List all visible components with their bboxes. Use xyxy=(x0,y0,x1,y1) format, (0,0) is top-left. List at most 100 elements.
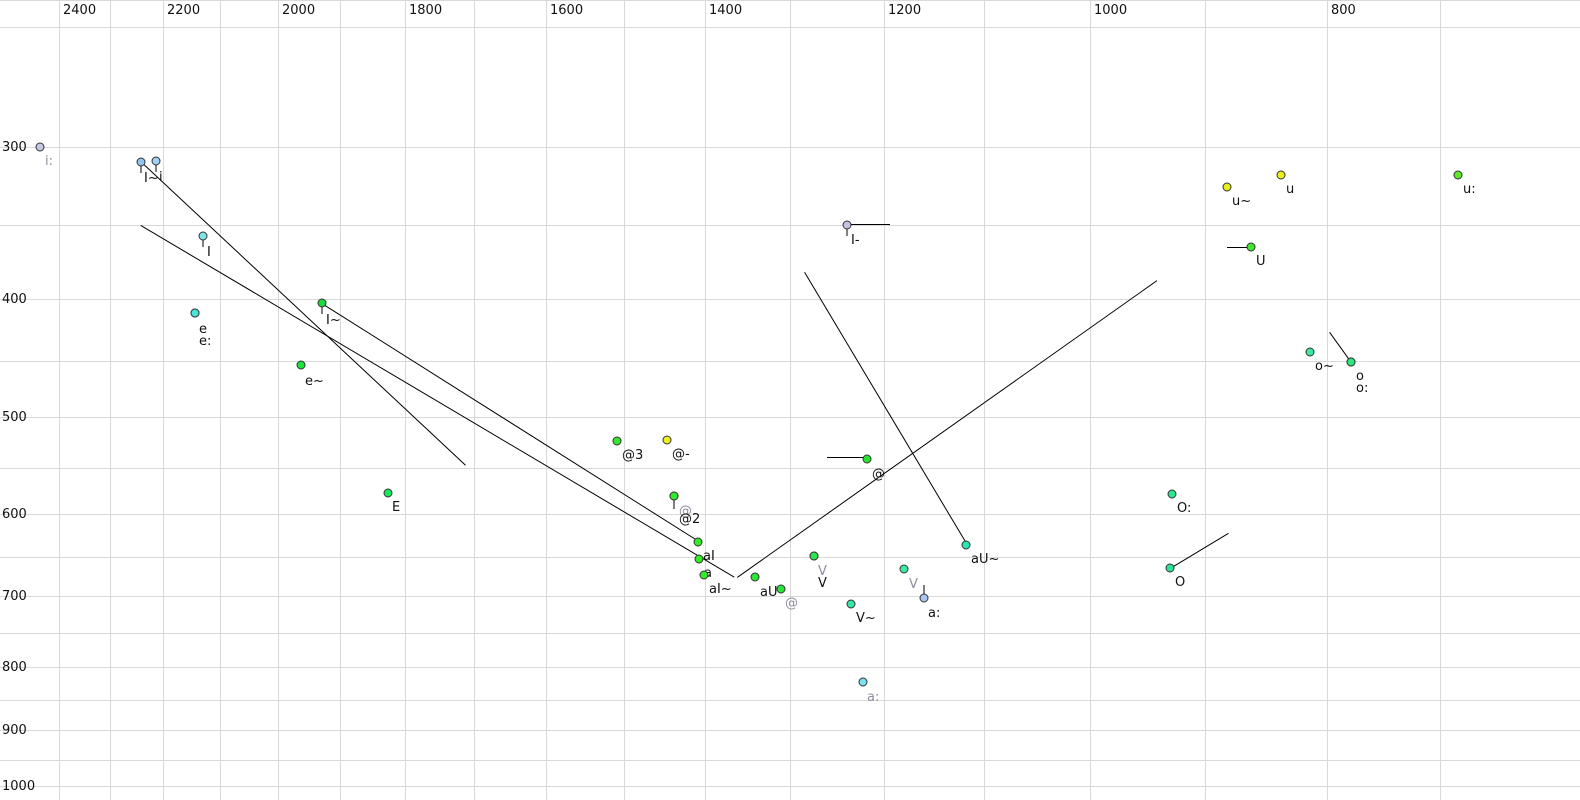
data-point-label: @2 xyxy=(679,512,701,527)
data-point[interactable] xyxy=(961,540,971,550)
data-point-label: e~ xyxy=(305,374,324,389)
data-point[interactable] xyxy=(862,454,872,464)
gridline-vertical-minor xyxy=(790,0,791,800)
x-tick-label: 1400 xyxy=(709,3,743,18)
data-point-label: e xyxy=(199,322,207,337)
data-point[interactable] xyxy=(296,360,306,370)
gridline-horizontal xyxy=(0,667,1580,668)
data-point-label: E xyxy=(392,500,401,515)
x-tick-label: 1600 xyxy=(550,3,584,18)
data-point-label: i xyxy=(159,170,163,185)
data-point[interactable] xyxy=(919,593,929,603)
gridline-horizontal xyxy=(0,514,1580,515)
data-point-label: u~ xyxy=(1232,194,1252,209)
gridline-horizontal xyxy=(0,147,1580,148)
gridline-horizontal-minor xyxy=(0,27,1580,28)
data-point-label: o: xyxy=(1356,381,1369,396)
gridline-horizontal xyxy=(0,299,1580,300)
gridline-horizontal-minor xyxy=(0,225,1580,226)
y-tick-label: 1000 xyxy=(2,779,36,794)
data-point[interactable] xyxy=(190,308,200,318)
x-tick-label: 2000 xyxy=(282,3,316,18)
point-stem xyxy=(846,225,848,236)
y-tick-label: 500 xyxy=(2,410,27,425)
gridline-vertical xyxy=(59,0,60,800)
trajectory-line xyxy=(1227,247,1251,248)
data-point[interactable] xyxy=(1246,242,1256,252)
data-point-label: I~ xyxy=(144,171,159,186)
data-point[interactable] xyxy=(693,537,703,547)
gridline-horizontal-minor xyxy=(0,0,1580,1)
point-stem xyxy=(140,162,142,173)
data-point[interactable] xyxy=(699,570,709,580)
trajectory-line xyxy=(1170,533,1229,569)
gridline-horizontal-minor xyxy=(0,760,1580,761)
gridline-vertical-minor xyxy=(1205,0,1206,800)
data-point[interactable] xyxy=(317,298,327,308)
point-stem xyxy=(923,585,925,598)
y-tick-label: 300 xyxy=(2,140,27,155)
data-point[interactable] xyxy=(846,599,856,609)
data-point[interactable] xyxy=(750,572,760,582)
data-point[interactable] xyxy=(899,564,909,574)
data-point-label: O: xyxy=(1177,501,1192,516)
data-point[interactable] xyxy=(809,551,819,561)
data-point[interactable] xyxy=(383,488,393,498)
data-point[interactable] xyxy=(151,156,161,166)
point-stem xyxy=(202,236,204,247)
gridline-vertical-minor xyxy=(984,0,985,800)
data-point[interactable] xyxy=(612,436,622,446)
gridline-horizontal-minor xyxy=(0,361,1580,362)
data-point[interactable] xyxy=(669,491,679,501)
data-point[interactable] xyxy=(858,677,868,687)
data-point[interactable] xyxy=(1222,182,1232,192)
gridline-horizontal xyxy=(0,596,1580,597)
data-point[interactable] xyxy=(776,584,786,594)
gridline-horizontal xyxy=(0,417,1580,418)
trajectory-line xyxy=(737,280,1158,578)
gridline-vertical xyxy=(546,0,547,800)
x-tick-label: 1000 xyxy=(1094,3,1128,18)
data-point[interactable] xyxy=(1305,347,1315,357)
data-point[interactable] xyxy=(35,142,45,152)
gridline-vertical-minor xyxy=(110,0,111,800)
data-point[interactable] xyxy=(1453,170,1463,180)
x-tick-label: 800 xyxy=(1331,3,1356,18)
data-point-label: I- xyxy=(851,233,860,248)
data-point-label: O xyxy=(1175,575,1186,590)
x-tick-label: 2400 xyxy=(63,3,97,18)
data-point[interactable] xyxy=(136,157,146,167)
data-point[interactable] xyxy=(694,554,704,564)
data-point-label: u xyxy=(1286,182,1295,197)
data-point[interactable] xyxy=(842,220,852,230)
trajectory-line xyxy=(804,272,968,546)
gridline-horizontal-minor xyxy=(0,700,1580,701)
data-point[interactable] xyxy=(1167,489,1177,499)
data-point-label: @ xyxy=(679,504,692,519)
data-point[interactable] xyxy=(1165,563,1175,573)
point-stem xyxy=(321,303,323,314)
data-point-label: V xyxy=(909,577,918,592)
gridline-vertical xyxy=(278,0,279,800)
data-point-label: o~ xyxy=(1315,359,1334,374)
data-point-label: I xyxy=(207,245,211,260)
data-point[interactable] xyxy=(198,231,208,241)
data-point-label: @3 xyxy=(622,448,644,463)
data-point-label: u: xyxy=(1463,182,1476,197)
gridline-vertical xyxy=(884,0,885,800)
data-point[interactable] xyxy=(1276,170,1286,180)
gridline-vertical xyxy=(705,0,706,800)
data-point-label: V~ xyxy=(856,611,876,626)
data-point-label: aI~ xyxy=(709,582,732,597)
gridline-vertical-minor xyxy=(474,0,475,800)
data-point[interactable] xyxy=(662,435,672,445)
data-point-label: @- xyxy=(672,447,690,462)
gridline-horizontal-minor xyxy=(0,557,1580,558)
data-point[interactable] xyxy=(1346,357,1356,367)
gridline-vertical xyxy=(1327,0,1328,800)
gridline-vertical-minor xyxy=(624,0,625,800)
gridline-vertical-minor xyxy=(340,0,341,800)
gridline-horizontal-minor xyxy=(0,468,1580,469)
data-point-label: aU~ xyxy=(971,552,1000,567)
